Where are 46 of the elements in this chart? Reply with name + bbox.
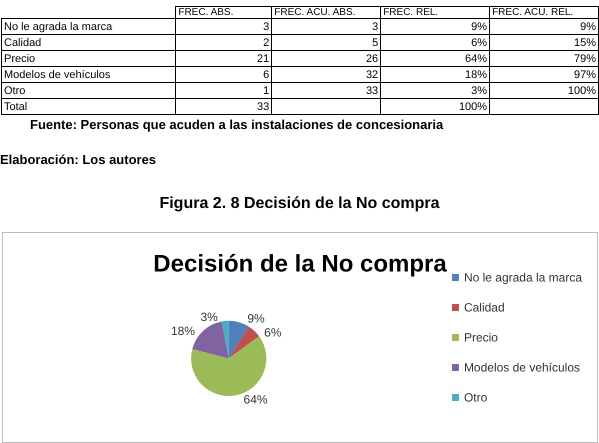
legend-label: Modelos de vehículos [464,360,580,374]
data-label: 6% [264,325,282,340]
legend-label: No le agrada la marca [464,270,582,284]
legend-label: Precio [464,330,498,344]
data-label: 9% [380,18,490,34]
data-label: 3% [380,82,490,98]
data-label: 5 [272,34,381,50]
data-label: 26 [272,50,381,66]
text: FREC. REL. [380,6,490,18]
data-label: 33 [272,82,381,98]
category-label: Calidad [2,34,176,50]
data-label: 64% [380,50,490,66]
data-label: 97% [490,66,598,82]
data-label: 3 [176,18,272,34]
data-label: 9% [490,18,598,34]
category-label: Precio [2,50,176,66]
category-label: Otro [2,82,176,98]
data-label: 18% [170,324,196,338]
data-label: 33 [176,98,272,114]
data-label: 15% [490,34,598,50]
source-note: Fuente: Personas que acuden a las instalaciones de concesionaria [30,117,444,132]
data-label: 2 [176,34,272,50]
category-label: No le agrada la marca [2,18,176,34]
data-label: 32 [272,66,381,82]
data-label: 100% [490,82,598,98]
data-label: 79% [490,50,598,66]
data-label: 100% [380,98,490,114]
data-label: 6% [380,34,490,50]
data-label: 3% [200,310,218,324]
legend-label: Otro [464,390,488,404]
data-label: 1 [176,82,272,98]
text: FREC. ACU. ABS. [272,6,381,18]
data-label: 64% [244,392,268,406]
data-label: 3 [272,18,381,34]
text: Elaboración: Los autores [0,152,158,167]
legend-label: Calidad [464,300,505,314]
chart-title: Decisión de la No compra [153,250,448,278]
category-label: Total [2,98,176,114]
text: Figura 2. 8 Decisión de la No compra [158,195,441,213]
data-label: 21 [176,50,272,66]
category-label: Modelos de vehículos [2,66,176,82]
text: FREC. ABS. [176,6,272,18]
data-label: 18% [380,66,490,82]
text: FREC. ACU. REL. [490,6,598,18]
data-label: 6 [176,66,272,82]
data-label: 9% [247,311,266,326]
